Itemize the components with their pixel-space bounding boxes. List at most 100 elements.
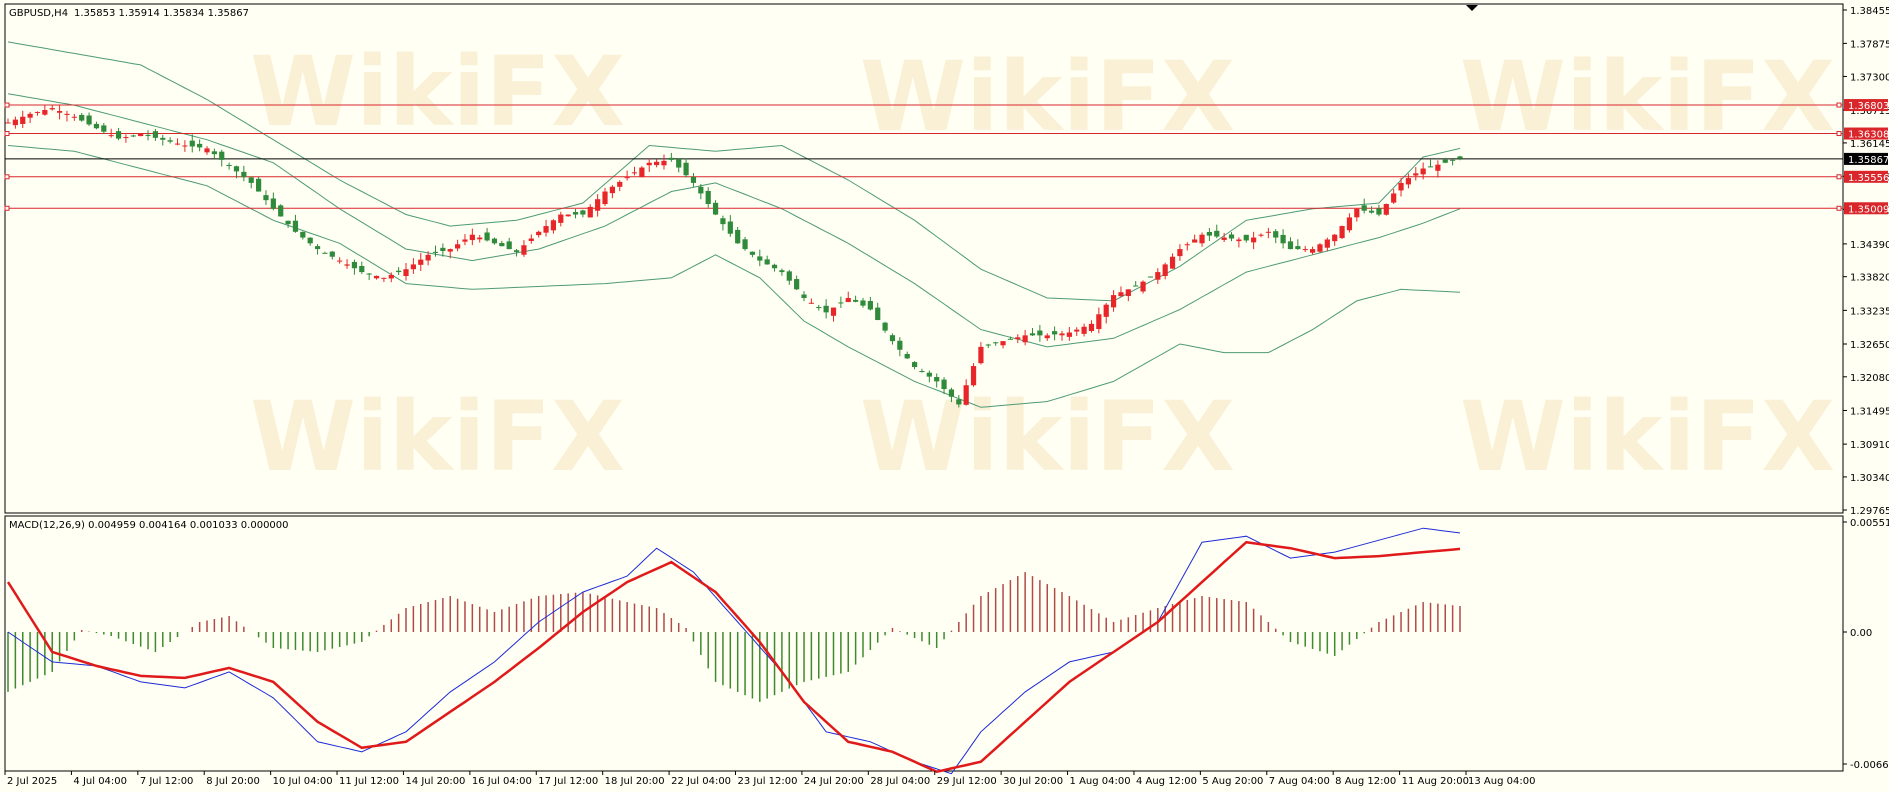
macd-tick-label: -0.006613 (1850, 760, 1889, 771)
candle-bull (631, 172, 638, 174)
candle-bear (867, 300, 873, 310)
candle-bear (152, 131, 159, 138)
candle-bear (263, 195, 269, 201)
candle-bull (963, 385, 969, 405)
candle-bear (1214, 230, 1220, 237)
candle-bull (617, 181, 623, 187)
candle-bull (536, 231, 542, 236)
candle-bear (1228, 234, 1235, 239)
time-tick-label: 11 Jul 12:00 (339, 776, 399, 787)
candle-bull (12, 119, 18, 126)
candle-bear (985, 344, 991, 346)
time-tick-label: 29 Jul 12:00 (937, 776, 997, 787)
candle-bear (115, 131, 122, 139)
candle-bear (255, 178, 262, 192)
time-tick-label: 7 Aug 04:00 (1269, 776, 1330, 787)
price-tag-label: 1.35867 (1848, 155, 1889, 166)
candle-bull (20, 116, 26, 124)
time-tick-label: 11 Aug 20:00 (1402, 776, 1469, 787)
candle-bear (233, 166, 240, 172)
candle-bear (1295, 246, 1301, 250)
price-tick-label: 1.29765 (1850, 506, 1889, 517)
candle-bear (292, 220, 299, 232)
candle-bull (1110, 295, 1117, 308)
candle-bear (145, 134, 151, 136)
candle-bear (919, 371, 925, 373)
level-anchor (4, 102, 10, 108)
candle-bear (1052, 331, 1058, 335)
candle-bull (71, 116, 77, 118)
candle-bull (1044, 335, 1050, 339)
time-tick-label: 4 Jul 04:00 (73, 776, 127, 787)
candle-bear (816, 307, 822, 309)
candle-bear (712, 202, 719, 215)
watermark-text: WikiFX (1460, 41, 1835, 153)
candle-bear (1427, 166, 1434, 168)
level-anchor (4, 131, 10, 137)
candle-bull (1125, 289, 1131, 297)
candle-bear (307, 237, 313, 244)
time-tick-label: 1 Aug 04:00 (1070, 776, 1131, 787)
candle-bear (897, 340, 903, 350)
macd-tick-label: 0.00551 (1850, 518, 1889, 529)
time-tick-label: 23 Jul 12:00 (738, 776, 798, 787)
candle-bull (609, 186, 615, 194)
candle-bear (329, 251, 335, 257)
candle-bear (720, 218, 726, 225)
candle-bull (1192, 239, 1198, 243)
candle-bull (970, 366, 977, 386)
time-tick-label: 17 Jul 12:00 (538, 776, 598, 787)
bb-upper-line (7, 41, 1461, 302)
candle-bear (1376, 208, 1382, 215)
candle-bear (211, 151, 217, 155)
candle-bull (654, 161, 660, 166)
candle-bear (484, 232, 490, 241)
time-tick-label: 28 Jul 04:00 (870, 776, 930, 787)
candle-bear (956, 399, 962, 405)
candle-bull (1302, 249, 1308, 251)
candle-bear (226, 164, 232, 166)
bollinger-bands (7, 41, 1461, 408)
candle-bear (440, 247, 446, 251)
candle-bull (42, 110, 48, 115)
candle-bull (639, 167, 645, 177)
candle-bull (565, 214, 571, 217)
candle-bear (1450, 159, 1456, 161)
time-tick-label: 8 Aug 12:00 (1335, 776, 1396, 787)
time-tick-label: 5 Aug 20:00 (1202, 776, 1263, 787)
time-tick-label: 22 Jul 04:00 (671, 776, 731, 787)
candle-bear (742, 239, 748, 250)
price-tick-label: 1.30340 (1850, 473, 1889, 484)
price-tick-label: 1.31495 (1850, 406, 1889, 417)
level-anchor (1836, 131, 1842, 137)
horizontal-levels (4, 102, 1843, 211)
candle-bull (1000, 341, 1006, 346)
candle-bear (197, 143, 203, 148)
macd-signal-line (6, 540, 1461, 774)
candle-bull (624, 177, 630, 179)
candle-bear (794, 279, 800, 290)
candle-bull (1199, 234, 1205, 244)
candle-bull (204, 148, 210, 153)
candle-bull (108, 135, 114, 137)
time-tick-label: 10 Jul 04:00 (273, 776, 333, 787)
candle-bull (1398, 182, 1404, 191)
macd-histogram (7, 572, 1461, 702)
price-tag-label: 1.36803 (1848, 101, 1889, 112)
time-tick-label: 30 Jul 20:00 (1003, 776, 1063, 787)
time-tick-label: 16 Jul 04:00 (472, 776, 532, 787)
candle-bull (661, 160, 667, 166)
time-tick-label: 4 Aug 12:00 (1136, 776, 1197, 787)
shift-marker-icon (1466, 5, 1478, 11)
candle-bull (1184, 244, 1190, 246)
candle-bear (926, 372, 932, 377)
watermarks: WikiFX WikiFX WikiFX WikiFX WikiFX WikiF… (250, 36, 1835, 493)
candle-bull (521, 245, 527, 255)
candle-bear (676, 159, 682, 168)
candle-bear (771, 264, 778, 269)
candle-bear (1361, 205, 1367, 211)
macd-lines (6, 527, 1461, 775)
price-tag-box (1844, 170, 1888, 183)
price-tick-label: 1.37300 (1850, 72, 1889, 83)
